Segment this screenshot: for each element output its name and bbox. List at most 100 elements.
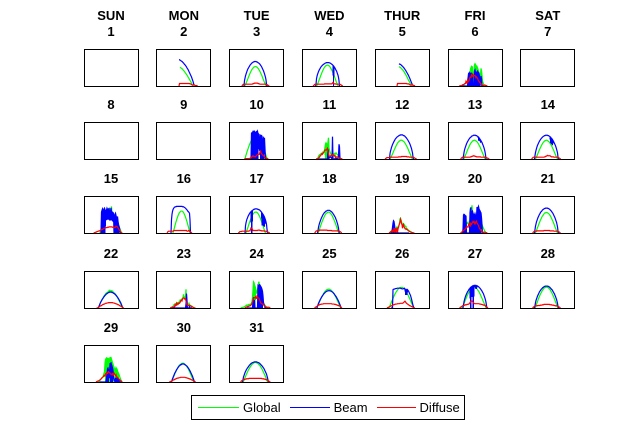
day-number-27: 27 xyxy=(467,245,483,261)
beam-line xyxy=(316,209,340,233)
global-fill xyxy=(240,281,269,308)
day-number-20: 20 xyxy=(467,170,483,186)
day-number-18: 18 xyxy=(322,170,337,186)
beam-fill xyxy=(534,135,559,160)
day-plot-box-26 xyxy=(374,270,430,309)
day-plot-26 xyxy=(386,286,415,308)
legend-beam-label: Beam xyxy=(333,399,368,415)
day-plot-box-18 xyxy=(301,195,357,234)
day-number-16: 16 xyxy=(176,170,192,186)
day-plot-30 xyxy=(169,363,197,383)
beam-line xyxy=(388,134,414,160)
day-plot-15 xyxy=(93,206,122,233)
day-plot-13 xyxy=(459,135,489,160)
beam-line xyxy=(534,135,560,160)
beam-line xyxy=(461,284,488,308)
legend-global-label: Global xyxy=(243,399,281,415)
day-plot-24 xyxy=(240,279,271,308)
day-plot-box-27 xyxy=(447,270,503,309)
day-plot-box-21 xyxy=(520,195,576,234)
day-number-6: 6 xyxy=(471,23,479,39)
day-number-5: 5 xyxy=(398,23,406,39)
day-number-21: 21 xyxy=(540,170,556,186)
diffuse-line xyxy=(170,296,196,308)
day-plot-box-10 xyxy=(229,122,285,161)
beam-fill xyxy=(99,363,121,383)
diffuse-line xyxy=(241,82,270,86)
day-plot-box-31 xyxy=(229,345,285,384)
day-plot-box-9 xyxy=(156,122,212,161)
day-plot-box-20 xyxy=(447,195,503,234)
day-plot-14 xyxy=(531,135,562,160)
beam-line xyxy=(316,289,342,308)
day-plot-box-7 xyxy=(520,48,576,87)
day-plot-11 xyxy=(315,137,343,160)
day-number-10: 10 xyxy=(249,97,264,113)
day-plot-box-14 xyxy=(520,122,576,161)
day-plot-23 xyxy=(170,288,196,308)
beam-line xyxy=(247,283,267,308)
day-plot-9 xyxy=(157,123,210,159)
day-number-11: 11 xyxy=(322,97,337,113)
day-number-12: 12 xyxy=(394,97,410,113)
day-plot-31 xyxy=(240,361,271,383)
diffuse-line xyxy=(531,155,562,160)
day-plot-21 xyxy=(532,207,562,233)
beam-line xyxy=(97,291,123,308)
beam-line xyxy=(317,137,341,160)
diffuse-line xyxy=(95,371,122,383)
diffuse-line xyxy=(532,229,562,233)
legend-diffuse-label: Diffuse xyxy=(419,399,460,415)
day-plot-box-11 xyxy=(301,122,357,161)
day-plot-7 xyxy=(521,50,574,86)
day-number-25: 25 xyxy=(322,245,337,261)
day-number-31: 31 xyxy=(249,320,264,336)
weekday-header-mon: MON xyxy=(168,8,199,23)
day-plot-box-28 xyxy=(520,270,576,309)
beam-fill xyxy=(245,208,268,233)
diffuse-line xyxy=(238,226,271,233)
day-number-28: 28 xyxy=(540,245,556,261)
day-number-9: 9 xyxy=(180,97,188,113)
diffuse-line xyxy=(459,219,487,233)
weekday-header-sat: SAT xyxy=(535,8,561,23)
legend-beam-line xyxy=(289,407,330,408)
day-plot-16 xyxy=(166,205,193,233)
global-line xyxy=(316,138,342,160)
beam-line xyxy=(245,129,268,160)
diffuse-line xyxy=(178,82,199,86)
day-plot-22 xyxy=(96,288,124,308)
day-number-8: 8 xyxy=(107,97,115,113)
weekday-header-wed: WED xyxy=(314,8,345,23)
day-number-1: 1 xyxy=(107,23,115,39)
day-plot-1 xyxy=(85,50,138,86)
legend-diffuse-line xyxy=(376,407,416,408)
day-plot-10 xyxy=(244,129,269,160)
global-line xyxy=(462,140,486,160)
diffuse-line xyxy=(166,229,193,233)
diffuse-line xyxy=(386,299,415,308)
beam-line xyxy=(390,286,415,308)
diffuse-line xyxy=(388,216,415,233)
beam-line xyxy=(534,284,560,308)
diffuse-line xyxy=(169,377,197,383)
global-line xyxy=(534,211,559,233)
beam-line xyxy=(171,363,196,383)
day-plot-box-5 xyxy=(374,48,430,87)
diffuse-line xyxy=(532,303,562,308)
day-plot-27 xyxy=(458,284,488,308)
day-plot-3 xyxy=(241,60,270,86)
legend-global-line xyxy=(198,407,239,408)
day-plot-box-2 xyxy=(156,48,212,87)
global-line xyxy=(315,64,339,86)
day-number-19: 19 xyxy=(394,170,410,186)
beam-line xyxy=(170,205,192,233)
diffuse-line xyxy=(244,293,271,308)
day-plot-box-19 xyxy=(374,195,430,234)
beam-line xyxy=(242,361,270,383)
beam-line xyxy=(390,219,409,233)
day-plot-box-8 xyxy=(83,122,139,161)
beam-line xyxy=(461,203,484,233)
day-number-29: 29 xyxy=(103,320,119,336)
diffuse-line xyxy=(312,80,343,86)
